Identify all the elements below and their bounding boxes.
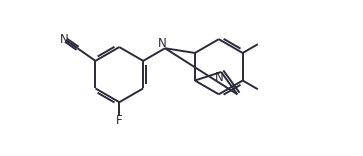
Text: F: F	[116, 114, 123, 127]
Text: N: N	[215, 71, 224, 84]
Text: N: N	[158, 37, 167, 50]
Text: N: N	[60, 33, 69, 46]
